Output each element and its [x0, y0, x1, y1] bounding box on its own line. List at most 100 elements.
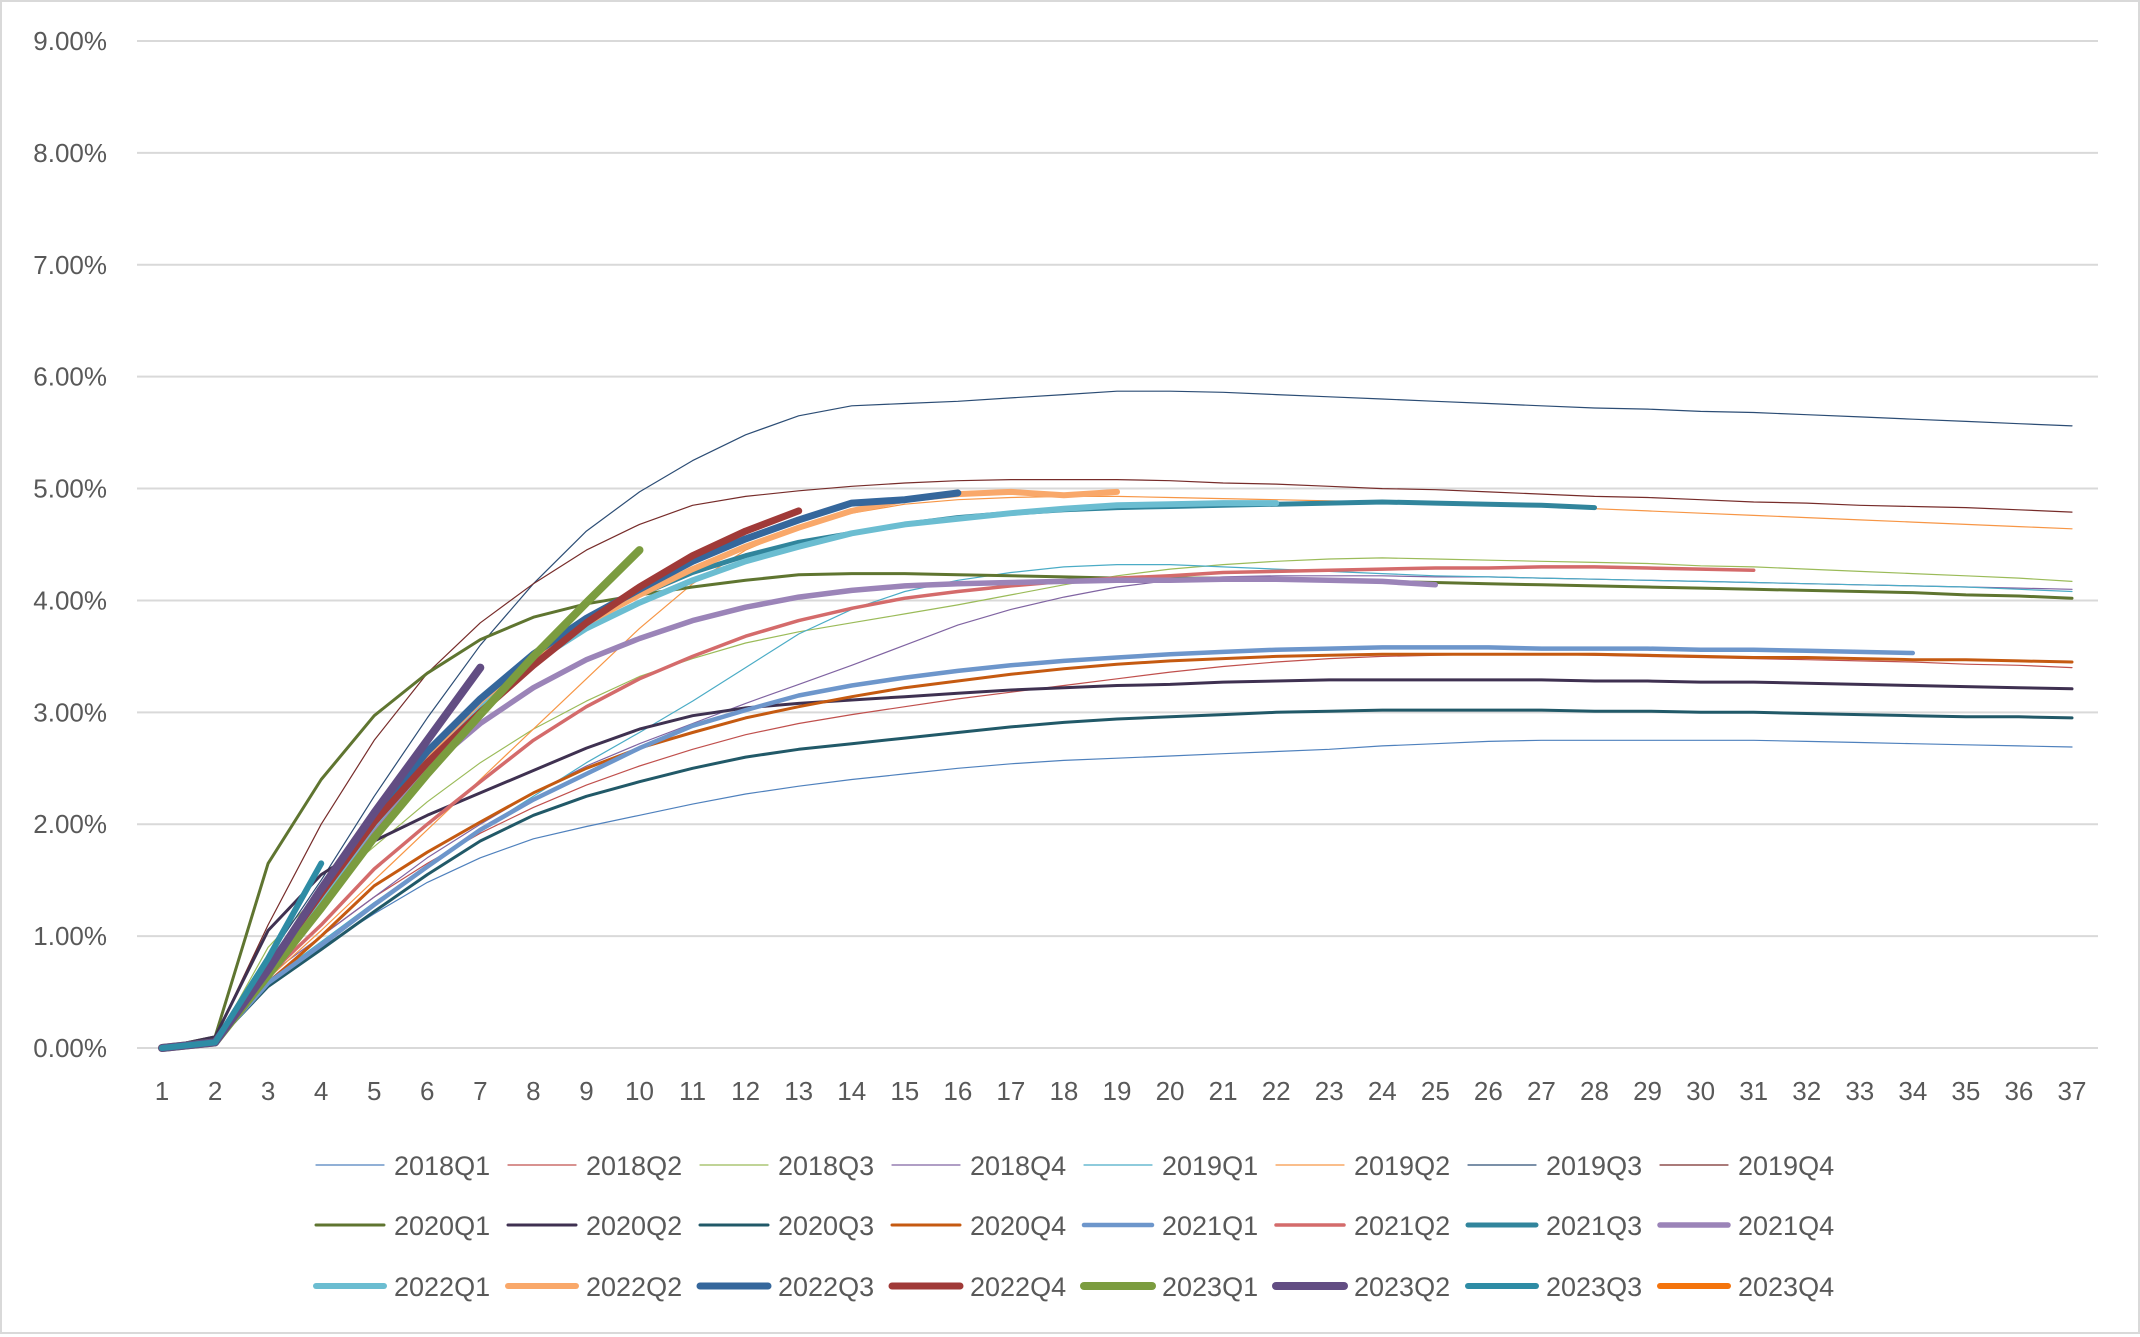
- legend-item-2019q1[interactable]: 2019Q1: [1083, 1151, 1258, 1181]
- legend-item-2018q3[interactable]: 2018Q3: [699, 1151, 874, 1181]
- x-tick-label: 12: [731, 1076, 760, 1106]
- legend-item-2023q4[interactable]: 2023Q4: [1657, 1272, 1834, 1302]
- series-line-2020q3: [160, 708, 2074, 1050]
- legend-label: 2018Q4: [970, 1151, 1066, 1181]
- legend-item-2018q2[interactable]: 2018Q2: [507, 1151, 682, 1181]
- x-tick-label: 30: [1686, 1076, 1715, 1106]
- x-tick-label: 18: [1049, 1076, 1078, 1106]
- legend-item-2018q4[interactable]: 2018Q4: [891, 1151, 1066, 1181]
- series-line-2021q4: [159, 576, 1439, 1051]
- x-tick-label: 32: [1792, 1076, 1821, 1106]
- y-tick-label: 9.00%: [33, 26, 107, 56]
- x-tick-label: 28: [1580, 1076, 1609, 1106]
- legend-item-2021q2[interactable]: 2021Q2: [1274, 1211, 1450, 1241]
- x-tick-label: 4: [314, 1076, 328, 1106]
- series-line-2023q3: [159, 860, 325, 1051]
- x-tick-label: 2: [208, 1076, 222, 1106]
- legend-item-2021q4[interactable]: 2021Q4: [1657, 1211, 1834, 1241]
- legend-label: 2021Q3: [1546, 1211, 1642, 1241]
- x-tick-label: 11: [679, 1076, 706, 1106]
- x-tick-label: 31: [1739, 1076, 1768, 1106]
- x-tick-label: 25: [1421, 1076, 1450, 1106]
- x-axis-labels: 1 2 3 4 5 6 7 8 9 10 11 12 13 14 15 16 17 18 19 20 21 22 23 24 2…: [155, 1076, 2087, 1106]
- y-tick-label: 7.00%: [33, 250, 107, 280]
- legend-label: 2022Q2: [586, 1272, 682, 1302]
- series-line-2021q2: [160, 565, 1756, 1050]
- x-tick-label: 22: [1262, 1076, 1291, 1106]
- y-tick-label: 3.00%: [33, 697, 107, 727]
- legend-item-2021q1[interactable]: 2021Q1: [1081, 1211, 1258, 1241]
- legend-item-2019q3[interactable]: 2019Q3: [1467, 1151, 1642, 1181]
- legend-item-2019q2[interactable]: 2019Q2: [1275, 1151, 1450, 1181]
- series-line-2020q2: [160, 678, 2074, 1050]
- legend-item-2022q3[interactable]: 2022Q3: [696, 1272, 874, 1302]
- x-tick-label: 6: [420, 1076, 434, 1106]
- x-tick-label: 29: [1633, 1076, 1662, 1106]
- legend-item-2020q2[interactable]: 2020Q2: [506, 1211, 682, 1241]
- series-line-2020q4: [160, 652, 2074, 1050]
- series-line-2018q3: [161, 557, 2073, 1049]
- legend-label: 2019Q1: [1162, 1151, 1258, 1181]
- legend-item-2022q2[interactable]: 2022Q2: [505, 1272, 682, 1302]
- legend-label: 2022Q1: [394, 1272, 490, 1302]
- series-line-2023q2: [158, 663, 485, 1052]
- legend-label: 2021Q4: [1738, 1211, 1834, 1241]
- x-tick-label: 10: [625, 1076, 654, 1106]
- legend-item-2022q1[interactable]: 2022Q1: [313, 1272, 490, 1302]
- x-tick-label: 27: [1527, 1076, 1556, 1106]
- series-line-2020q1: [160, 572, 2074, 1050]
- x-tick-label: 23: [1315, 1076, 1344, 1106]
- legend-item-2018q1[interactable]: 2018Q1: [315, 1151, 490, 1181]
- legend-item-2023q3[interactable]: 2023Q3: [1465, 1272, 1642, 1302]
- legend-label: 2020Q3: [778, 1211, 874, 1241]
- x-tick-label: 33: [1845, 1076, 1874, 1106]
- legend-label: 2021Q2: [1354, 1211, 1450, 1241]
- legend-label: 2020Q2: [586, 1211, 682, 1241]
- legend-item-2021q3[interactable]: 2021Q3: [1465, 1211, 1642, 1241]
- legend-item-2020q4[interactable]: 2020Q4: [890, 1211, 1066, 1241]
- legend-label: 2018Q3: [778, 1151, 874, 1181]
- x-tick-label: 26: [1474, 1076, 1503, 1106]
- y-tick-label: 1.00%: [33, 921, 107, 951]
- legend-item-2022q4[interactable]: 2022Q4: [888, 1272, 1066, 1302]
- legend-label: 2018Q2: [586, 1151, 682, 1181]
- legend-label: 2018Q1: [394, 1151, 490, 1181]
- legend-label: 2023Q1: [1162, 1272, 1258, 1302]
- x-tick-label: 35: [1951, 1076, 1980, 1106]
- x-tick-label: 15: [890, 1076, 919, 1106]
- legend: 2018Q1 2018Q2 2018Q3 2018Q4 2019Q1 2019Q2 2019…: [313, 1151, 1834, 1302]
- x-tick-label: 8: [526, 1076, 540, 1106]
- x-tick-label: 3: [261, 1076, 275, 1106]
- series-line-2021q1: [159, 645, 1916, 1051]
- x-tick-label: 37: [2058, 1076, 2087, 1106]
- y-tick-label: 6.00%: [33, 362, 107, 392]
- y-tick-label: 4.00%: [33, 585, 107, 615]
- x-tick-label: 9: [579, 1076, 593, 1106]
- x-tick-label: 1: [155, 1076, 169, 1106]
- legend-label: 2019Q2: [1354, 1151, 1450, 1181]
- x-tick-label: 21: [1209, 1076, 1238, 1106]
- legend-item-2020q3[interactable]: 2020Q3: [698, 1211, 874, 1241]
- series-line-2018q4: [161, 575, 2073, 1049]
- x-tick-label: 20: [1156, 1076, 1185, 1106]
- y-tick-label: 0.00%: [33, 1033, 107, 1063]
- series-line-2019q3: [161, 390, 2073, 1049]
- y-axis-labels: 0.00% 1.00% 2.00% 3.00% 4.00% 5.00% 6.00% 7.00%…: [33, 26, 107, 1063]
- gridlines: [137, 40, 2098, 1049]
- legend-label: 2023Q2: [1354, 1272, 1450, 1302]
- legend-item-2019q4[interactable]: 2019Q4: [1659, 1151, 1834, 1181]
- legend-item-2020q1[interactable]: 2020Q1: [314, 1211, 490, 1241]
- legend-label: 2023Q3: [1546, 1272, 1642, 1302]
- legend-label: 2022Q3: [778, 1272, 874, 1302]
- legend-label: 2019Q3: [1546, 1151, 1642, 1181]
- x-tick-label: 5: [367, 1076, 381, 1106]
- legend-item-2023q2[interactable]: 2023Q2: [1272, 1272, 1450, 1302]
- x-tick-label: 7: [473, 1076, 487, 1106]
- y-tick-label: 5.00%: [33, 474, 107, 504]
- series-lines: [158, 390, 2074, 1052]
- x-tick-label: 14: [837, 1076, 866, 1106]
- series-line-2018q1: [161, 739, 2073, 1049]
- legend-item-2023q1[interactable]: 2023Q1: [1080, 1272, 1258, 1302]
